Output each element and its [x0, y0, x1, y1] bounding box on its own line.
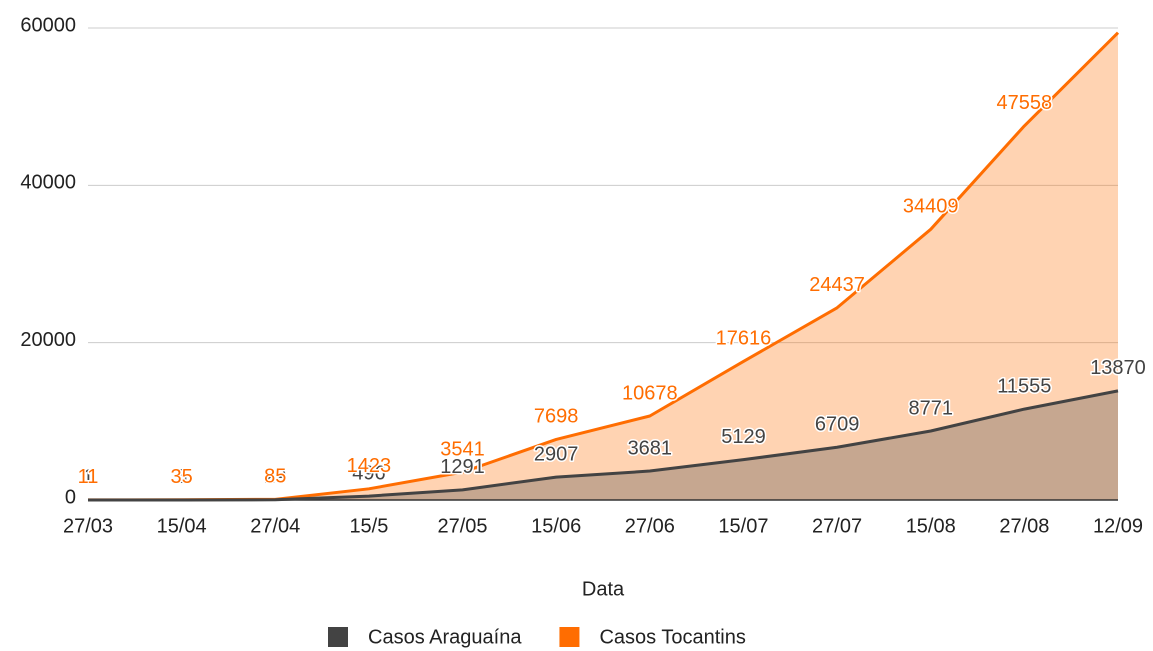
x-tick-label: 27/08: [999, 515, 1049, 537]
x-tick-label: 27/07: [812, 515, 862, 537]
data-label: 10678: [622, 382, 678, 404]
data-label: 11: [78, 466, 99, 488]
data-label: 34409: [903, 196, 959, 218]
x-tick-label: 27/05: [438, 515, 488, 537]
data-label: 17616: [716, 328, 772, 350]
data-label: 29: [264, 466, 286, 488]
legend-label: Casos Tocantins: [599, 626, 745, 648]
data-label: 1: [82, 466, 93, 488]
data-label: 13870: [1090, 357, 1146, 379]
x-axis-title: Data: [582, 578, 625, 600]
data-label: 5: [176, 466, 187, 488]
data-label: 5129: [721, 426, 766, 448]
data-label: 3541: [440, 438, 485, 460]
y-tick-label: 60000: [20, 14, 76, 36]
x-tick-label: 12/09: [1093, 515, 1143, 537]
legend-label: Casos Araguaína: [368, 626, 522, 648]
legend-swatch: [328, 627, 348, 647]
line: [87, 389, 1119, 502]
x-tick-label: 15/06: [531, 515, 581, 537]
y-tick-label: 0: [65, 486, 76, 508]
data-label: 8771: [908, 397, 953, 419]
y-tick-label: 20000: [20, 329, 76, 351]
data-label: 47558: [997, 92, 1053, 114]
area-fill: [88, 390, 1118, 500]
x-tick-label: 15/08: [906, 515, 956, 537]
x-tick-label: 27/04: [250, 515, 300, 537]
data-label: 1423: [347, 455, 392, 477]
data-label: 7698: [534, 406, 579, 428]
x-tick-label: 15/07: [718, 515, 768, 537]
x-tick-label: 15/5: [349, 515, 388, 537]
data-label: 2907: [534, 443, 579, 465]
area-fill: [88, 32, 1118, 500]
y-tick-label: 40000: [20, 172, 76, 194]
data-label: 85: [264, 466, 286, 488]
data-label: 24437: [809, 274, 865, 296]
data-label: 1291: [440, 456, 485, 478]
data-label: 11555: [997, 375, 1051, 397]
data-label: 35: [171, 466, 193, 488]
data-label: 6709: [815, 414, 860, 436]
x-tick-label: 27/06: [625, 515, 675, 537]
x-tick-label: 27/03: [63, 515, 113, 537]
legend-swatch: [559, 627, 580, 647]
data-label: 3681: [628, 437, 673, 459]
data-label: 496: [352, 462, 385, 484]
x-tick-label: 15/04: [157, 515, 207, 537]
